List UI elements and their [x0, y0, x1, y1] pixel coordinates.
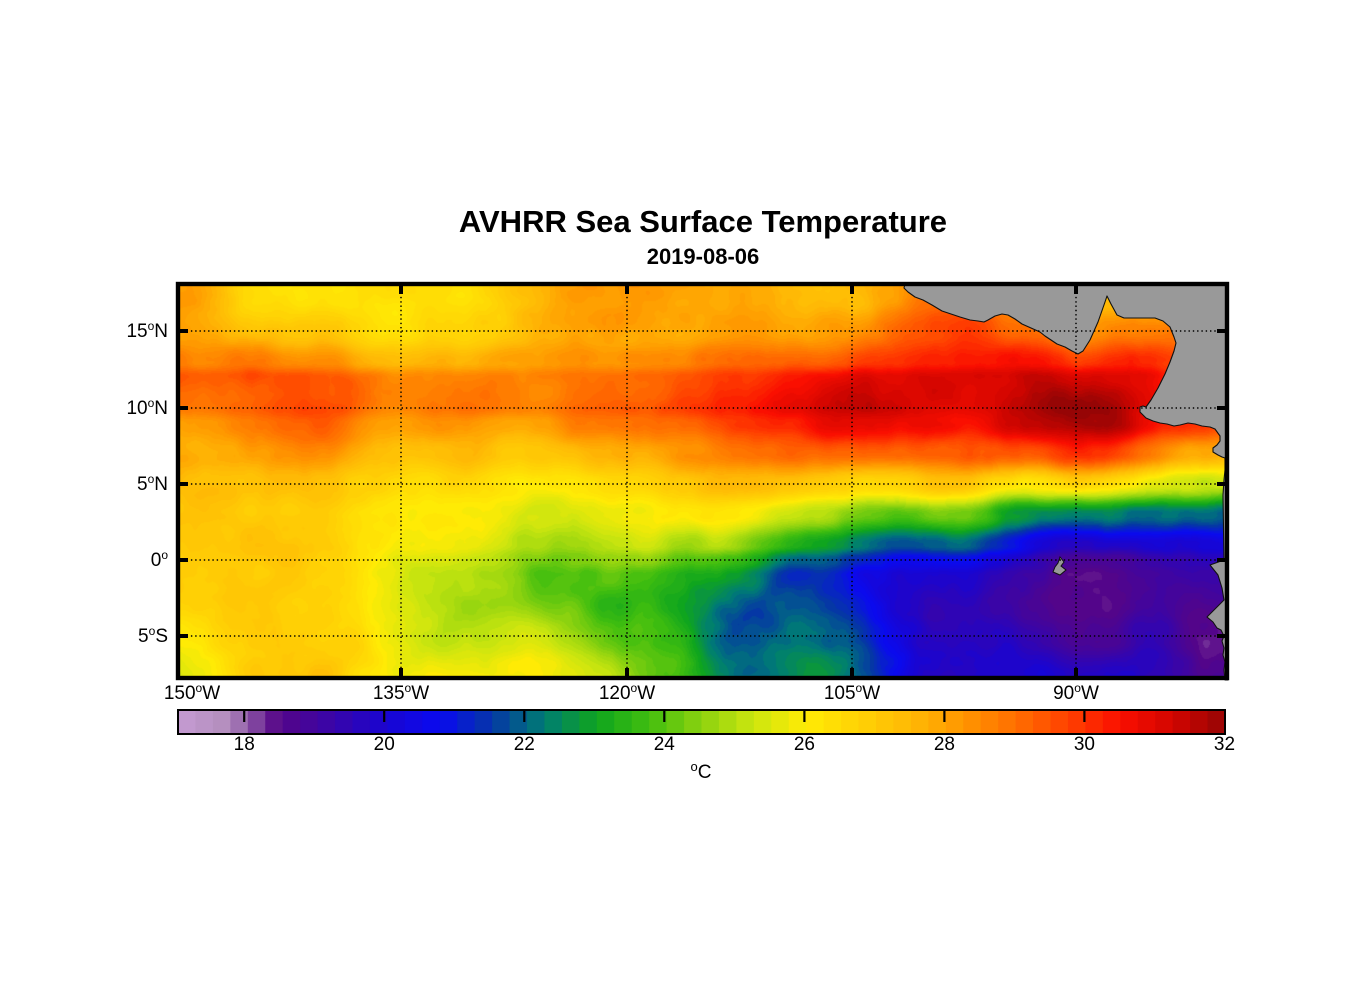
svg-text:26: 26	[794, 734, 815, 755]
svg-text:90oW: 90oW	[1053, 681, 1099, 704]
svg-text:AVHRR Sea Surface Temperature: AVHRR Sea Surface Temperature	[459, 204, 947, 239]
svg-text:0o: 0o	[151, 548, 169, 571]
svg-text:28: 28	[934, 734, 955, 755]
svg-text:15oN: 15oN	[126, 319, 168, 342]
svg-text:20: 20	[374, 734, 395, 755]
svg-text:150oW: 150oW	[164, 681, 220, 704]
svg-text:18: 18	[234, 734, 255, 755]
svg-text:30: 30	[1074, 734, 1095, 755]
svg-text:32: 32	[1214, 734, 1235, 755]
svg-text:5oS: 5oS	[138, 624, 168, 647]
svg-text:oC: oC	[691, 759, 712, 784]
svg-text:135oW: 135oW	[373, 681, 429, 704]
svg-text:24: 24	[654, 734, 676, 755]
svg-text:22: 22	[514, 734, 535, 755]
svg-text:105oW: 105oW	[824, 681, 880, 704]
svg-text:120oW: 120oW	[599, 681, 655, 704]
svg-text:10oN: 10oN	[126, 396, 168, 419]
svg-text:2019-08-06: 2019-08-06	[647, 244, 760, 269]
svg-text:5oN: 5oN	[137, 472, 168, 495]
